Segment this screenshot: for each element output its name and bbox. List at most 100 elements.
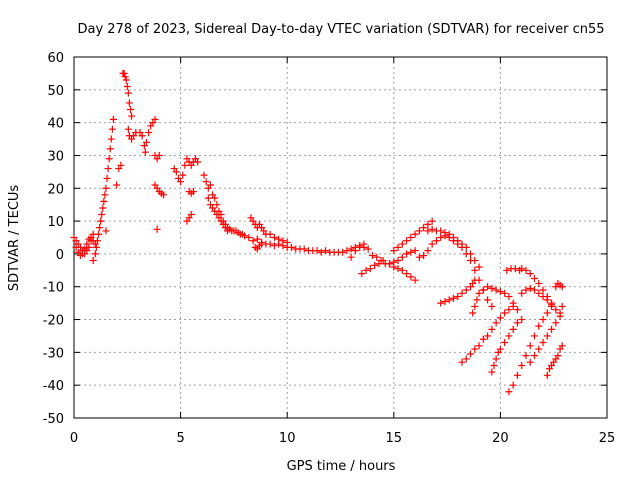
data-point	[403, 250, 411, 258]
series-bump-8.5	[247, 214, 291, 253]
x-tick-label: 20	[492, 431, 509, 446]
data-point	[398, 253, 406, 261]
data-point	[81, 245, 89, 253]
y-tick-label: -20	[43, 314, 64, 329]
data-point	[543, 309, 551, 317]
data-point	[97, 217, 105, 225]
x-tick-label: 10	[279, 431, 296, 446]
data-point	[102, 184, 110, 192]
data-point	[496, 314, 504, 322]
y-tick-label: 60	[47, 51, 64, 66]
data-point	[539, 339, 547, 347]
data-point	[462, 286, 470, 294]
data-point	[270, 234, 278, 241]
data-point	[181, 161, 189, 169]
data-point	[128, 112, 136, 120]
data-point	[556, 309, 564, 317]
data-point	[526, 284, 534, 292]
data-point	[424, 247, 432, 255]
data-point	[364, 245, 372, 253]
data-point	[467, 250, 475, 258]
data-point	[535, 279, 543, 287]
axis-ticks	[73, 56, 608, 419]
series-peak-3.5	[136, 115, 163, 163]
plot-area-frame	[73, 56, 608, 419]
data-point	[554, 352, 562, 360]
data-point	[258, 240, 266, 248]
data-point	[509, 381, 517, 389]
data-point	[501, 289, 509, 297]
data-point	[283, 238, 291, 246]
data-point	[458, 240, 466, 248]
series-peak-2.4	[119, 69, 140, 143]
data-point	[505, 306, 513, 314]
data-point	[100, 197, 108, 205]
data-point	[96, 224, 104, 232]
data-point	[362, 266, 370, 274]
data-point	[558, 302, 566, 310]
data-point	[471, 256, 479, 264]
y-tick-label: -40	[43, 379, 64, 394]
data-point	[437, 299, 445, 307]
data-point	[484, 296, 492, 304]
data-point	[503, 266, 511, 274]
series-isolated-early	[102, 161, 161, 235]
series-early-low	[70, 230, 99, 260]
data-point	[441, 297, 449, 305]
data-point	[360, 243, 368, 251]
data-point	[126, 106, 134, 114]
data-point	[454, 237, 462, 245]
data-point	[202, 178, 210, 186]
data-point	[407, 273, 415, 281]
data-point	[445, 230, 453, 238]
data-point	[432, 237, 440, 245]
data-point	[415, 227, 423, 235]
data-point	[471, 345, 479, 353]
data-point	[454, 293, 462, 301]
data-point	[347, 245, 355, 253]
data-point	[224, 227, 232, 235]
data-point	[245, 234, 253, 241]
series-fall-21	[505, 302, 556, 396]
data-point	[120, 69, 128, 77]
data-point	[548, 302, 556, 310]
data-point	[300, 245, 308, 253]
data-point	[518, 361, 526, 369]
series-fall-21b	[526, 302, 566, 366]
data-point	[513, 306, 521, 314]
data-point	[322, 247, 330, 255]
x-tick-label: 0	[70, 431, 78, 446]
data-point	[89, 256, 97, 264]
data-point	[501, 309, 509, 317]
data-point	[394, 256, 402, 264]
data-point	[141, 148, 149, 156]
data-point	[390, 247, 398, 255]
data-point	[471, 276, 479, 284]
series-rise-1	[89, 115, 117, 264]
data-point	[428, 225, 436, 233]
data-point	[475, 342, 483, 350]
data-point	[428, 240, 436, 248]
y-tick-label: 10	[47, 215, 64, 230]
data-point	[368, 252, 376, 260]
data-point	[484, 283, 492, 291]
y-tick-label: 50	[47, 84, 64, 99]
data-point	[424, 227, 432, 235]
data-point	[531, 275, 539, 283]
series-dip-3.8	[151, 181, 168, 199]
data-point	[511, 265, 519, 273]
data-point	[98, 211, 106, 219]
data-point	[535, 345, 543, 353]
data-point	[539, 293, 547, 301]
data-point	[488, 302, 496, 310]
data-point	[142, 138, 150, 146]
gridlines	[74, 57, 607, 418]
data-point	[428, 217, 436, 225]
data-point	[91, 250, 99, 258]
data-point	[509, 325, 517, 333]
series-band-8-12	[245, 234, 368, 256]
x-tick-labels: 0 5 10 15 20 25	[70, 431, 615, 446]
data-point	[125, 99, 133, 107]
data-point	[543, 332, 551, 340]
data-point	[138, 132, 146, 140]
